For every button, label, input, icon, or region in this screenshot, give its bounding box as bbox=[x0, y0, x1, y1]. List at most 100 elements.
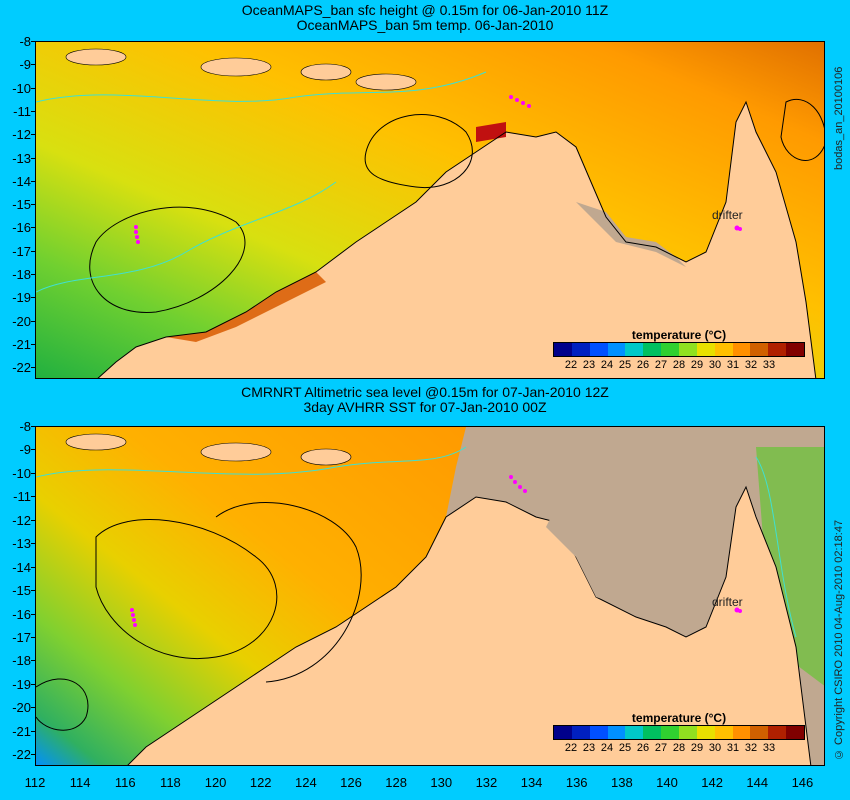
lon-tick-label: 140 bbox=[656, 775, 678, 790]
bottom-lat-tick-label: -17 bbox=[12, 630, 31, 646]
top-lat-tick bbox=[31, 64, 35, 66]
colorbar-swatch bbox=[643, 343, 662, 356]
colorbar-tick-label: 27 bbox=[654, 359, 668, 371]
lon-tick-label: 134 bbox=[520, 775, 543, 790]
bottom-ocean-area bbox=[36, 427, 466, 765]
top-lat-tick bbox=[31, 344, 35, 346]
colorbar-swatch bbox=[607, 343, 626, 356]
top-lat-tick bbox=[31, 297, 35, 299]
top-contour-black-2 bbox=[89, 206, 246, 313]
colorbar-tick-label: 25 bbox=[618, 359, 632, 371]
colorbar-swatch bbox=[571, 343, 590, 356]
colorbar-swatch bbox=[786, 343, 805, 356]
colorbar-tick-label: 28 bbox=[672, 742, 686, 754]
lon-tick-label: 120 bbox=[204, 775, 227, 790]
top-lat-tick-label: -15 bbox=[12, 197, 31, 213]
colorbar-swatch bbox=[696, 343, 715, 356]
lon-tick-label: 130 bbox=[430, 775, 453, 790]
colorbar-tick-label: 29 bbox=[690, 742, 704, 754]
bottom-lat-tick-label: -9 bbox=[19, 442, 31, 458]
top-map-subtitle: OceanMAPS_ban 5m temp. 06-Jan-2010 bbox=[296, 17, 554, 33]
bottom-lat-tick-label: -13 bbox=[12, 536, 31, 552]
lon-tick-label: 118 bbox=[160, 775, 181, 790]
bottom-contour-black-2 bbox=[215, 502, 362, 683]
top-drifter-label: drifter bbox=[712, 208, 743, 222]
colorbar-tick-label: 32 bbox=[744, 359, 758, 371]
colorbar-swatch bbox=[625, 343, 644, 356]
bottom-inland-nodata bbox=[546, 427, 726, 617]
colorbar-swatch bbox=[750, 726, 769, 739]
top-lat-tick bbox=[31, 157, 35, 159]
colorbar-tick-label: 23 bbox=[582, 742, 596, 754]
lon-tick-label: 112 bbox=[24, 775, 46, 790]
top-lat-tick bbox=[31, 274, 35, 276]
bottom-lat-tick-label: -14 bbox=[12, 559, 31, 575]
bottom-contour-black-3 bbox=[36, 678, 89, 731]
colorbar-tick-label: 32 bbox=[744, 742, 758, 754]
top-colorbar-ticks: 22 23 24 25 26 27 28 29 30 31 32 33 bbox=[553, 357, 805, 371]
bottom-map-svg bbox=[36, 427, 824, 765]
colorbar-swatch bbox=[750, 343, 769, 356]
bottom-east-ocean-strip bbox=[756, 447, 824, 686]
top-contour-black-3 bbox=[780, 99, 824, 161]
lon-tick-label: 136 bbox=[565, 775, 588, 790]
bottom-lat-tick bbox=[31, 754, 35, 756]
top-lat-tick-label: -10 bbox=[12, 80, 31, 96]
bottom-colorbar-strip bbox=[553, 725, 805, 740]
bottom-map-panel: drifter temperature (°C) 22 23 24 25 26 27 28 2… bbox=[35, 426, 825, 766]
colorbar-tick-label: 22 bbox=[564, 742, 578, 754]
colorbar-swatch bbox=[571, 726, 590, 739]
colorbar-tick-label: 22 bbox=[564, 359, 578, 371]
colorbar-tick-label: 26 bbox=[636, 742, 650, 754]
top-lat-tick-label: -20 bbox=[12, 313, 31, 329]
top-lat-tick-label: -22 bbox=[12, 360, 31, 376]
top-side-label: bodas_an_20100106 bbox=[833, 66, 845, 170]
colorbar-tick-label: 26 bbox=[636, 359, 650, 371]
lon-tick-label: 144 bbox=[746, 775, 769, 790]
lon-tick-label: 122 bbox=[249, 775, 272, 790]
bottom-contour-cyan-2 bbox=[755, 456, 797, 638]
top-lat-tick-label: -17 bbox=[12, 243, 31, 259]
top-island-2 bbox=[300, 63, 352, 81]
top-lat-tick bbox=[31, 180, 35, 182]
bottom-island-1 bbox=[200, 442, 272, 462]
top-map-title: OceanMAPS_ban sfc height @ 0.15m for 06-… bbox=[241, 2, 609, 18]
bottom-drifter-track-2 bbox=[509, 475, 527, 493]
top-drifter-marker bbox=[734, 225, 742, 231]
colorbar-swatch bbox=[714, 343, 733, 356]
bottom-drifter-marker bbox=[734, 607, 742, 613]
bottom-lat-tick bbox=[31, 472, 35, 474]
top-lat-tick-label: -11 bbox=[13, 103, 31, 119]
bottom-contour-black-1 bbox=[95, 519, 278, 659]
colorbar-tick-label: 33 bbox=[762, 742, 776, 754]
bottom-lat-tick bbox=[31, 496, 35, 498]
top-lat-tick-label: -13 bbox=[12, 150, 31, 166]
colorbar-swatch bbox=[589, 726, 608, 739]
colorbar-swatch bbox=[661, 343, 680, 356]
colorbar-swatch bbox=[714, 726, 733, 739]
top-drifter-track-1 bbox=[134, 225, 140, 244]
colorbar-tick-label: 31 bbox=[726, 359, 740, 371]
colorbar-swatch bbox=[732, 343, 751, 356]
bottom-lat-tick bbox=[31, 566, 35, 568]
top-lat-tick-label: -12 bbox=[12, 127, 31, 143]
top-lat-tick bbox=[31, 134, 35, 136]
lon-tick-label: 114 bbox=[69, 775, 91, 790]
top-colorbar: temperature (°C) 22 23 24 25 26 27 28 29 30 31 32 3… bbox=[553, 328, 805, 371]
bottom-island-2 bbox=[300, 448, 352, 466]
top-lat-tick-label: -14 bbox=[12, 173, 31, 189]
bottom-drifter-label: drifter bbox=[712, 595, 743, 609]
bottom-lat-tick bbox=[31, 519, 35, 521]
lon-tick-label: 142 bbox=[701, 775, 723, 790]
top-island-3 bbox=[65, 48, 127, 66]
colorbar-tick-label: 30 bbox=[708, 359, 722, 371]
bottom-lat-tick-label: -10 bbox=[12, 465, 31, 481]
colorbar-tick-label: 31 bbox=[726, 742, 740, 754]
colorbar-swatch bbox=[643, 726, 662, 739]
bottom-drifter-track-1 bbox=[130, 608, 137, 627]
bottom-map-title: CMRNRT Altimetric sea level @0.15m for 0… bbox=[241, 384, 609, 400]
bottom-side-label: © Copyright CSIRO 2010 04-Aug-2010 02:18… bbox=[833, 519, 845, 760]
colorbar-swatch bbox=[768, 343, 787, 356]
colorbar-tick-label: 24 bbox=[600, 359, 614, 371]
colorbar-swatch bbox=[607, 726, 626, 739]
